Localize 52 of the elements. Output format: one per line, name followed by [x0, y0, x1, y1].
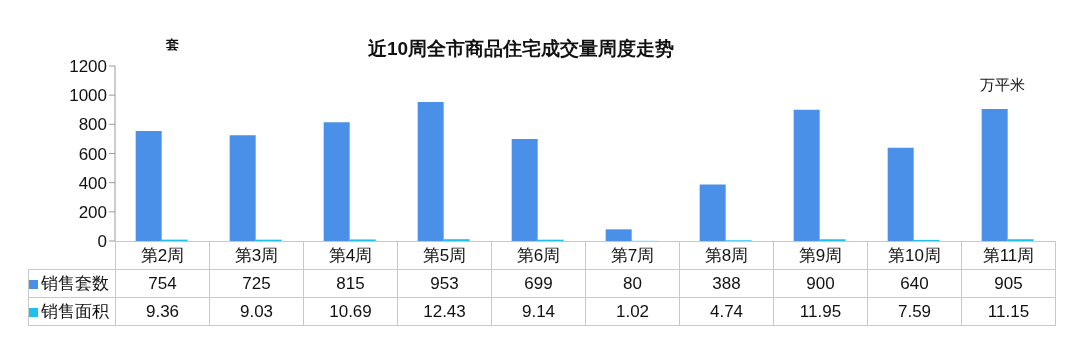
- y-tick-label: 400: [78, 173, 107, 193]
- y-tick-label: 600: [78, 144, 107, 164]
- x-tick-label: 第2周: [115, 241, 210, 270]
- bar: [605, 229, 632, 241]
- legend-label: 销售套数: [28, 269, 116, 298]
- x-tick-label: 第5周: [397, 241, 492, 270]
- data-label: 80: [585, 269, 680, 298]
- data-label: 4.74: [679, 297, 774, 326]
- x-tick-label: 第3周: [209, 241, 304, 270]
- data-label: 9.36: [115, 297, 210, 326]
- data-label: 815: [303, 269, 398, 298]
- data-label: 1.02: [585, 297, 680, 326]
- data-label: 900: [773, 269, 868, 298]
- y-tick-label: 200: [78, 202, 107, 222]
- data-label: 699: [491, 269, 586, 298]
- bar: [793, 109, 820, 241]
- bar: [323, 122, 350, 241]
- legend-label: 销售面积: [28, 297, 116, 326]
- y-tick-label: 800: [78, 115, 107, 135]
- bar: [135, 131, 162, 241]
- data-label: 905: [961, 269, 1056, 298]
- y-axis-title: 套: [166, 36, 179, 54]
- data-label: 9.14: [491, 297, 586, 326]
- y-tick-label: 1000: [69, 86, 107, 106]
- bar: [229, 135, 256, 241]
- bar: [417, 102, 444, 241]
- y-tick-label: 0: [97, 232, 107, 252]
- bar: [699, 184, 726, 241]
- data-label: 9.03: [209, 297, 304, 326]
- y-tick-label: 1200: [69, 57, 107, 77]
- data-label: 640: [867, 269, 962, 298]
- x-tick-label: 第9周: [773, 241, 868, 270]
- x-tick-label: 第6周: [491, 241, 586, 270]
- data-label: 12.43: [397, 297, 492, 326]
- x-tick-label: 第7周: [585, 241, 680, 270]
- x-tick-label: 第8周: [679, 241, 774, 270]
- data-label: 10.69: [303, 297, 398, 326]
- chart-title: 近10周全市商品住宅成交量周度走势: [367, 38, 675, 59]
- bar: [511, 139, 538, 241]
- x-tick-label: 第11周: [961, 241, 1056, 270]
- y2-axis-title: 万平米: [980, 76, 1025, 95]
- data-label: 11.15: [961, 297, 1056, 326]
- data-label: 11.95: [773, 297, 868, 326]
- bar: [887, 147, 914, 241]
- data-label: 754: [115, 269, 210, 298]
- data-label: 388: [679, 269, 774, 298]
- data-label: 953: [397, 269, 492, 298]
- x-tick-label: 第4周: [303, 241, 398, 270]
- bar: [981, 109, 1008, 241]
- data-label: 725: [209, 269, 304, 298]
- data-label: 7.59: [867, 297, 962, 326]
- x-tick-label: 第10周: [867, 241, 962, 270]
